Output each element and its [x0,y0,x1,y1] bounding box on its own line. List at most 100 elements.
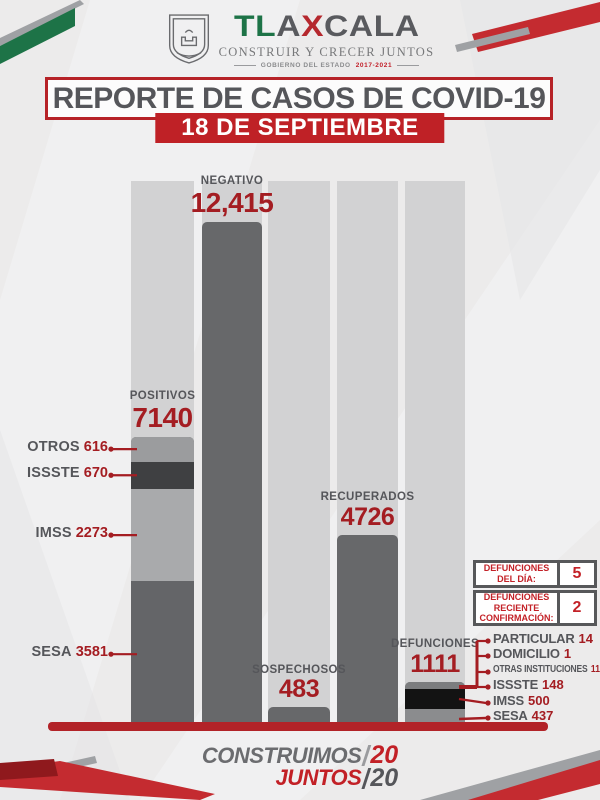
ribbon-top-right-gray [455,27,530,52]
stat-label-line: DEFUNCIONES [483,591,550,602]
callout-label: DOMICILIO [493,646,560,661]
stat-label-line: DEL DÍA: [497,574,536,584]
bar-value-defunciones: 1111 [410,649,460,678]
callout-dot [108,651,114,657]
bar-category-defunciones: DEFUNCIONES [390,638,480,651]
callout-otros: OTROS 616 [27,439,108,455]
wordmark-segment: X [300,10,324,43]
callout-label: IMSS [35,525,72,542]
coat-of-arms-icon [168,14,209,64]
stat-label-line: CONFIRMACIÓN: [479,613,554,624]
footer-year-bottom: 20 [370,764,399,792]
chart-baseline [48,722,548,731]
callout-label: OTRAS INSTITUCIONES [493,664,588,675]
callout-label: ISSSTE [27,465,80,482]
wordmark-segment: A [275,10,301,43]
stat-box-label: DEFUNCIONES DEL DÍA: [476,563,557,585]
chart-track-defunciones [405,181,465,731]
wordmark-segment: CALA [323,10,420,43]
callout-dot [108,472,114,478]
segment-imss [131,488,194,582]
stat-box-value: 2 [557,593,594,623]
callout-value: 437 [531,708,554,723]
report-date: 18 DE SEPTIEMBRE [181,114,419,141]
callout-label: OTROS [27,439,80,456]
bg-streak [460,0,600,300]
bar-positivos [131,436,194,727]
callout-imss: IMSS 2273 [35,525,108,541]
bar-category-negativo: NEGATIVO [200,175,264,188]
bar-value-recuperados: 4726 [340,502,395,531]
ribbon-bottom-right-gray [420,750,600,800]
defunciones-segment-0 [405,681,465,689]
callout-value: 14 [578,631,593,646]
segment-otros [131,436,194,462]
bar-category-recuperados: RECUPERADOS [320,491,415,504]
bar-label-positivos: POSITIVOS 7140 [130,390,196,432]
bar-label-defunciones: DEFUNCIONES 1111 [391,638,479,677]
callout-value: 3581 [75,644,108,661]
stat-box-label: DEFUNCIONES RECIENTE CONFIRMACIÓN: [476,591,557,624]
wordmark-tlaxcala: TLAXCALA [234,12,420,42]
segment-issste [131,461,194,489]
segment-sesa [131,581,194,727]
callout-label: SESA [31,644,72,661]
footer-years: 20 20 [360,741,399,792]
dash-divider [397,65,420,66]
report-date-banner: 18 DE SEPTIEMBRE [155,113,445,143]
dash-divider [233,65,256,66]
footer-words: CONSTRUIMOS JUNTOS [201,742,362,790]
callout-issste: ISSSTE 670 [27,465,108,481]
callout-value: 616 [83,439,108,456]
slash-divider [360,745,371,766]
construimos-2020-logo: CONSTRUIMOS JUNTOS 20 20 [201,741,399,792]
bar-value-positivos: 7140 [132,401,193,433]
defunciones-stats: DEFUNCIONES DEL DÍA: 5 DEFUNCIONES RECIENTE C… [473,560,597,628]
bar-category-positivos: POSITIVOS [129,389,196,402]
callout-dot [485,669,491,675]
stat-box-value: 5 [557,563,594,585]
callout-dot [108,532,114,538]
callout-label: PARTICULAR [493,631,575,646]
logo-tagline: CONSTRUIR Y CRECER JUNTOS [218,45,435,59]
bg-streak [0,430,130,800]
callout-value: 148 [542,677,564,692]
callout-value: 670 [83,465,108,482]
callout-dot [485,684,491,690]
callout-label: ISSSTE [493,677,539,692]
callout-value: 1 [563,646,572,661]
stat-box-1: DEFUNCIONES RECIENTE CONFIRMACIÓN: 2 [473,590,597,626]
slash-divider [360,768,371,789]
bar-label-sospechosos: SOSPECHOSOS 483 [252,664,346,703]
callout-label: IMSS [493,693,524,708]
ribbon-bottom-left-darkred [0,759,58,780]
ribbon-bottom-right-red [468,760,600,800]
gobierno-years: 2017-2021 [355,62,393,69]
callout-imss: IMSS 500 [493,693,550,708]
callout-dot [485,700,491,706]
chart-track-sospechosos [268,181,330,731]
callout-label: SESA [493,708,528,723]
footer-construimos: CONSTRUIMOS [201,742,362,768]
bar-label-recuperados: RECUPERADOS 4726 [321,491,415,530]
callout-issste: ISSSTE 148 [493,677,564,692]
callout-value: 2273 [75,525,108,542]
wordmark-segment: TL [233,10,276,43]
callout-value: 500 [527,693,550,708]
callout-value: 11 [590,664,600,675]
bar-negativo [202,222,262,727]
bar-value-sospechosos: 483 [278,675,320,704]
bar-recuperados [337,534,398,727]
bar-category-sospechosos: SOSPECHOSOS [252,663,346,676]
footer-year-top: 20 [370,741,399,769]
footer-juntos: JUNTOS [275,765,362,790]
callout-dot [485,638,491,644]
callout-sesa: SESA 3581 [31,644,108,660]
callout-dot [108,446,114,452]
stat-label-line: DEFUNCIONES [483,563,550,574]
logo-text: TLAXCALA CONSTRUIR Y CRECER JUNTOS GOBIE… [218,12,435,70]
bar-value-negativo: 12,415 [190,187,274,218]
bar-defunciones [405,681,465,727]
